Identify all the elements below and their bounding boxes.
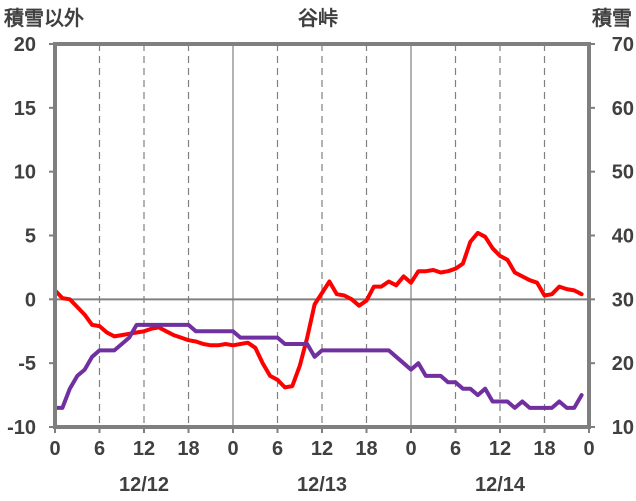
chart-title: 谷峠 bbox=[298, 6, 338, 30]
y-right-tick-label: 20 bbox=[612, 353, 634, 375]
x-tick-label: 18 bbox=[355, 438, 377, 460]
y-right-tick-label: 40 bbox=[612, 226, 634, 248]
y-right-tick-label: 10 bbox=[612, 417, 634, 439]
y-right-tick-label: 70 bbox=[612, 34, 634, 56]
x-tick-label: 12 bbox=[489, 438, 511, 460]
y-left-tick-label: 10 bbox=[14, 162, 36, 184]
y-right-label: 積雪 bbox=[592, 7, 632, 30]
x-tick-label: 18 bbox=[533, 438, 555, 460]
y-left-tick-label: 15 bbox=[14, 98, 36, 120]
x-tick-label: 0 bbox=[49, 438, 60, 460]
y-left-tick-label: 0 bbox=[25, 289, 36, 311]
series-line-0 bbox=[53, 230, 584, 390]
axes bbox=[49, 42, 595, 433]
x-tick-label: 6 bbox=[94, 438, 105, 460]
y-left-tick-label: -5 bbox=[18, 353, 36, 375]
x-tick-label: 12 bbox=[133, 438, 155, 460]
x-tick-label: 0 bbox=[583, 438, 594, 460]
x-tick-label: 12 bbox=[311, 438, 333, 460]
series-layer bbox=[53, 230, 584, 410]
y-right-tick-label: 30 bbox=[612, 289, 634, 311]
y-left-tick-label: 5 bbox=[25, 226, 36, 248]
x-tick-label: 0 bbox=[227, 438, 238, 460]
y-right-tick-label: 60 bbox=[612, 98, 634, 120]
date-label: 12/14 bbox=[475, 474, 526, 496]
y-left-tick-label: 20 bbox=[14, 34, 36, 56]
series-line-1 bbox=[53, 322, 584, 410]
y-left-label: 積雪以外 bbox=[4, 6, 84, 30]
date-label: 12/12 bbox=[119, 474, 169, 496]
x-tick-label: 18 bbox=[177, 438, 199, 460]
x-tick-label: 6 bbox=[450, 438, 461, 460]
grid bbox=[55, 44, 589, 427]
y-left-tick-label: -10 bbox=[7, 417, 36, 439]
x-tick-label: 0 bbox=[405, 438, 416, 460]
date-label: 12/13 bbox=[297, 474, 347, 496]
x-tick-label: 6 bbox=[272, 438, 283, 460]
y-right-tick-label: 50 bbox=[612, 162, 634, 184]
